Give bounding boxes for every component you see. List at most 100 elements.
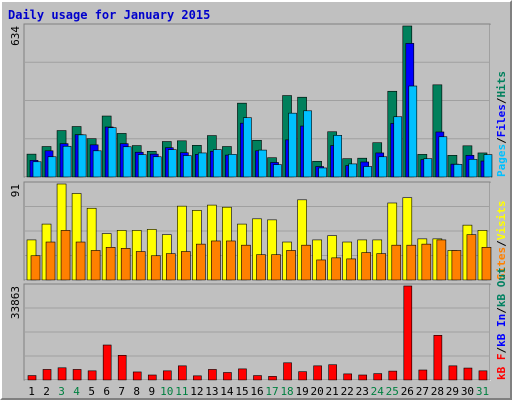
day-label: 4 xyxy=(73,385,80,398)
pages-bar xyxy=(318,167,327,178)
sites-bar xyxy=(346,258,356,281)
kbf-bar xyxy=(313,365,322,381)
kbf-bar xyxy=(448,365,458,381)
pages-bar xyxy=(273,164,282,178)
pages-bar xyxy=(378,156,388,178)
day-label: 26 xyxy=(401,385,414,398)
chart-title: Daily usage for January 2015 xyxy=(8,8,211,22)
day-label: 6 xyxy=(103,385,110,398)
kbf-bar xyxy=(298,371,307,381)
day-label: 2 xyxy=(43,385,50,398)
day-label: 18 xyxy=(280,385,293,398)
sites-bar xyxy=(75,241,86,281)
sites-bar xyxy=(391,244,402,281)
day-label: 10 xyxy=(160,385,173,398)
sites-bar xyxy=(226,240,236,281)
pages-bar xyxy=(243,117,252,178)
kbf-bar xyxy=(388,370,398,381)
pages-bar xyxy=(167,149,177,178)
legend-visits: Visits xyxy=(495,201,508,241)
kbf-bar xyxy=(27,375,37,381)
pages-bar xyxy=(77,134,87,178)
sites-bar xyxy=(376,253,387,281)
kbf-bar xyxy=(478,370,488,381)
sites-bar xyxy=(316,259,326,281)
pages-bar xyxy=(32,161,42,178)
sites-bar xyxy=(181,251,191,281)
legend-pages: Pages xyxy=(495,144,508,177)
day-label: 14 xyxy=(220,385,234,398)
day-label: 8 xyxy=(133,385,140,398)
legend-sites: Sites xyxy=(495,247,508,280)
pages-bar xyxy=(107,127,117,178)
legend-kbout: kB Out xyxy=(495,267,508,307)
pages-bar xyxy=(483,154,493,178)
sites-bar xyxy=(436,239,447,281)
kbf-bar xyxy=(403,285,413,381)
day-label: 12 xyxy=(190,385,203,398)
legend-sep: / xyxy=(495,137,508,144)
pages-bar xyxy=(92,150,102,178)
kbf-bar xyxy=(132,371,142,381)
day-label: 27 xyxy=(416,385,429,398)
sites-bar xyxy=(301,244,311,281)
sites-bar xyxy=(271,254,281,281)
day-label: 9 xyxy=(148,385,155,398)
pages-bar xyxy=(213,149,222,178)
y-max-label: 91 xyxy=(9,184,22,197)
right-legend: Pages/Files/Hits xyxy=(495,71,508,177)
day-label: 28 xyxy=(431,385,444,398)
y-max-label: 33863 xyxy=(9,286,22,319)
pages-bar xyxy=(333,135,342,178)
kbf-bar xyxy=(463,367,473,381)
day-label: 16 xyxy=(250,385,263,398)
pages-bar xyxy=(438,136,448,178)
kbf-bar xyxy=(373,373,383,381)
sites-bar xyxy=(196,243,206,281)
sites-bar xyxy=(481,246,492,281)
sites-bar xyxy=(331,257,341,281)
legend-files: Files xyxy=(495,104,508,137)
day-label: 7 xyxy=(118,385,125,398)
day-label: 22 xyxy=(341,385,354,398)
kbf-bar xyxy=(358,374,368,381)
kbf-bar xyxy=(42,369,52,381)
day-label: 19 xyxy=(295,385,308,398)
kbf-bar xyxy=(147,374,157,381)
pages-bar xyxy=(303,110,312,178)
sites-bar xyxy=(421,243,432,281)
sites-bar xyxy=(466,234,477,281)
pages-bar xyxy=(137,154,147,178)
day-label: 1 xyxy=(28,385,35,398)
day-label: 3 xyxy=(58,385,65,398)
day-label: 17 xyxy=(265,385,278,398)
day-label: 25 xyxy=(386,385,399,398)
kbf-bar xyxy=(253,375,262,381)
pages-bar xyxy=(348,163,357,178)
sites-bar xyxy=(165,253,176,281)
sites-bar xyxy=(361,252,372,281)
day-label: 24 xyxy=(371,385,385,398)
right-legend: Sites/Visits xyxy=(495,201,508,281)
pages-bar xyxy=(423,158,433,178)
pages-bar xyxy=(408,85,418,178)
pages-bar xyxy=(258,149,267,178)
kbf-bar xyxy=(238,368,247,381)
right-legend: kB F/kB In/kB Out xyxy=(495,267,508,380)
pages-bar xyxy=(152,156,162,178)
sites-bar xyxy=(241,244,251,281)
pages-bar xyxy=(183,155,192,178)
kbf-bar xyxy=(433,335,443,381)
kbf-bar xyxy=(178,365,187,381)
pages-bar xyxy=(288,112,297,178)
pages-bar xyxy=(122,146,132,178)
legend-kbin: kB In xyxy=(495,314,508,347)
y-max-label: 634 xyxy=(9,26,22,46)
kbf-bar xyxy=(117,354,127,381)
pages-bar xyxy=(228,154,237,178)
pages-bar xyxy=(363,166,373,178)
sites-bar xyxy=(90,250,101,281)
kbf-bar xyxy=(87,370,97,381)
